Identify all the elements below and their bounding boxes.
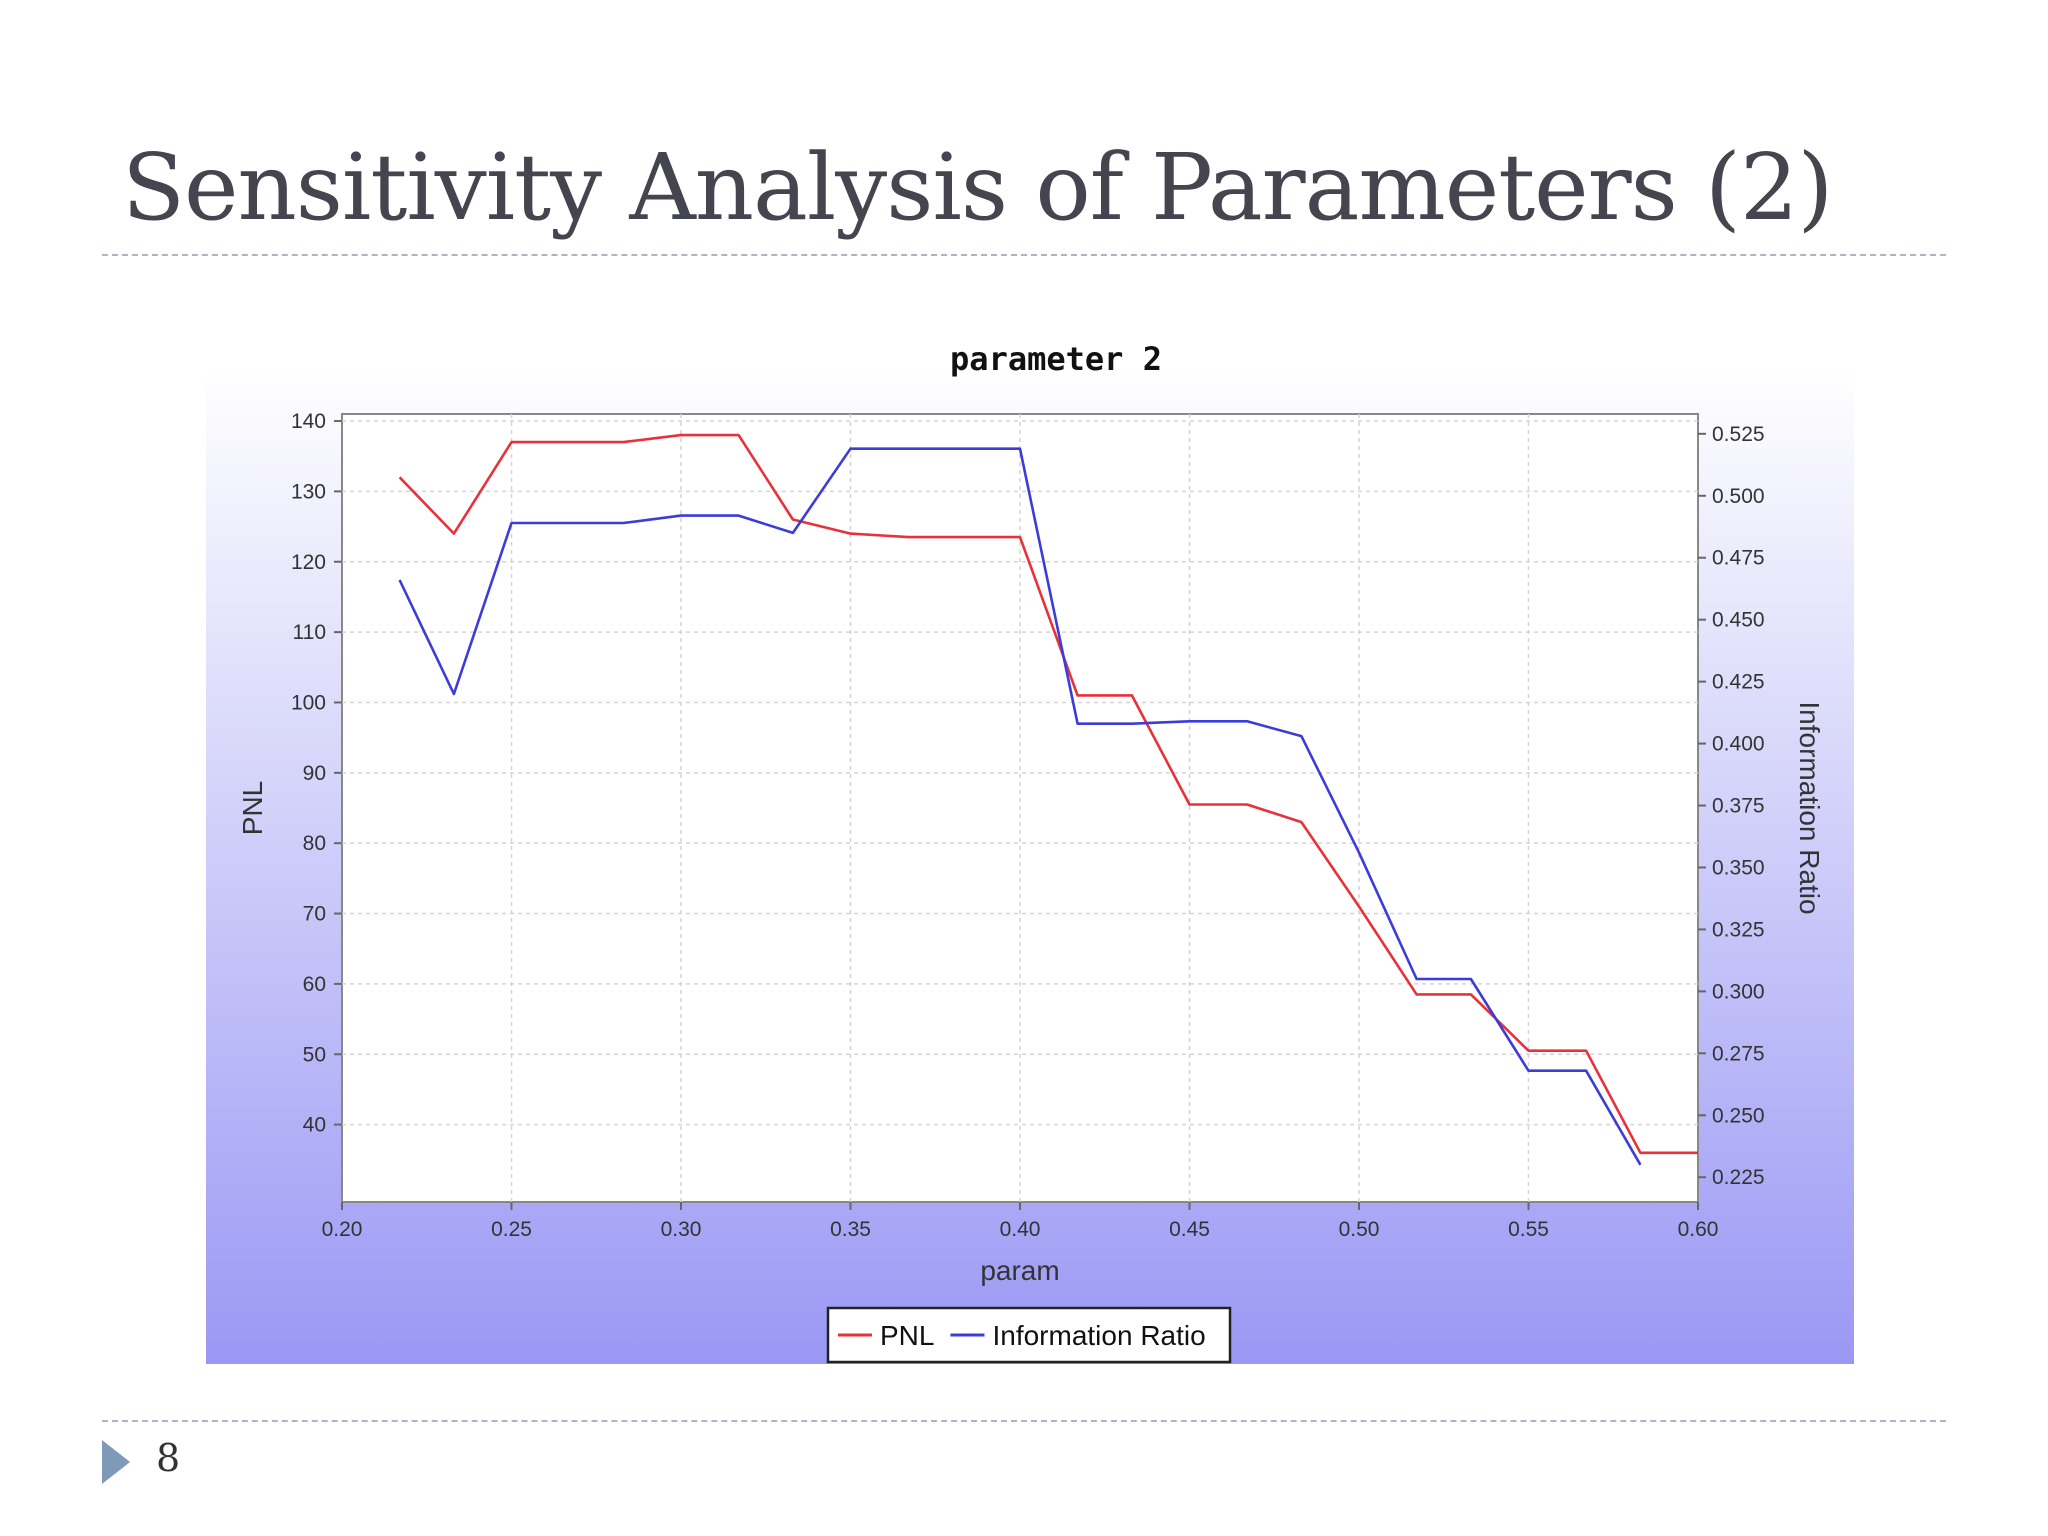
legend: PNL Information Ratio <box>826 1306 1232 1364</box>
axis-ticks: 0.20 0.25 0.30 0.35 0.40 0.45 0.50 0.55 0.60 40 50… <box>291 410 1765 1241</box>
x-axis-label: param <box>980 1255 1059 1286</box>
y-axis-label: PNL <box>237 781 268 835</box>
y-tick-label: 80 <box>303 832 326 855</box>
x-tick-label: 0.25 <box>491 1218 532 1241</box>
title-divider <box>102 254 1946 256</box>
y2-tick-label: 0.275 <box>1712 1042 1765 1065</box>
legend-label-information-ratio: Information Ratio <box>992 1320 1205 1351</box>
y-tick-label: 110 <box>293 621 326 644</box>
y2-axis-label: Information Ratio <box>1794 701 1825 914</box>
x-tick-label: 0.40 <box>1000 1218 1041 1241</box>
chart-title: parameter 2 <box>950 340 1162 378</box>
y2-tick-label: 0.425 <box>1712 671 1765 694</box>
x-tick-label: 0.20 <box>322 1218 363 1241</box>
y2-tick-label: 0.450 <box>1712 609 1765 632</box>
y-tick-label: 120 <box>291 551 326 574</box>
slide-title: Sensitivity Analysis of Parameters (2) <box>122 134 1833 241</box>
y2-tick-label: 0.250 <box>1712 1104 1765 1127</box>
y-tick-label: 50 <box>303 1043 326 1066</box>
y2-tick-label: 0.375 <box>1712 795 1765 818</box>
y-tick-label: 140 <box>291 410 326 433</box>
y-tick-label: 70 <box>303 903 326 926</box>
y2-tick-label: 0.500 <box>1712 485 1765 508</box>
y2-tick-label: 0.525 <box>1712 423 1765 446</box>
y2-tick-label: 0.225 <box>1712 1166 1765 1189</box>
y-tick-label: 100 <box>291 691 326 714</box>
x-tick-label: 0.35 <box>830 1218 871 1241</box>
series-line-pnl <box>398 433 1698 1155</box>
y-tick-label: 60 <box>303 973 326 996</box>
y-tick-label: 40 <box>303 1114 326 1137</box>
triangle-bullet-icon <box>102 1440 130 1484</box>
y2-tick-label: 0.475 <box>1712 547 1765 570</box>
y2-tick-label: 0.350 <box>1712 856 1765 879</box>
y2-tick-label: 0.300 <box>1712 980 1765 1003</box>
y2-tick-label: 0.400 <box>1712 733 1765 756</box>
legend-label-pnl: PNL <box>880 1320 934 1351</box>
x-tick-label: 0.50 <box>1339 1218 1380 1241</box>
footer-divider <box>102 1420 1946 1422</box>
series-line-information-ratio <box>398 447 1642 1166</box>
y-tick-label: 130 <box>291 480 326 503</box>
y-tick-label: 90 <box>303 762 326 785</box>
x-tick-label: 0.45 <box>1169 1218 1210 1241</box>
x-tick-label: 0.55 <box>1508 1218 1549 1241</box>
y2-tick-label: 0.325 <box>1712 918 1765 941</box>
x-tick-label: 0.60 <box>1678 1218 1719 1241</box>
page-number: 8 <box>156 1436 181 1480</box>
series-lines <box>398 433 1698 1166</box>
legend-box <box>826 1306 1232 1364</box>
x-tick-label: 0.30 <box>661 1218 702 1241</box>
